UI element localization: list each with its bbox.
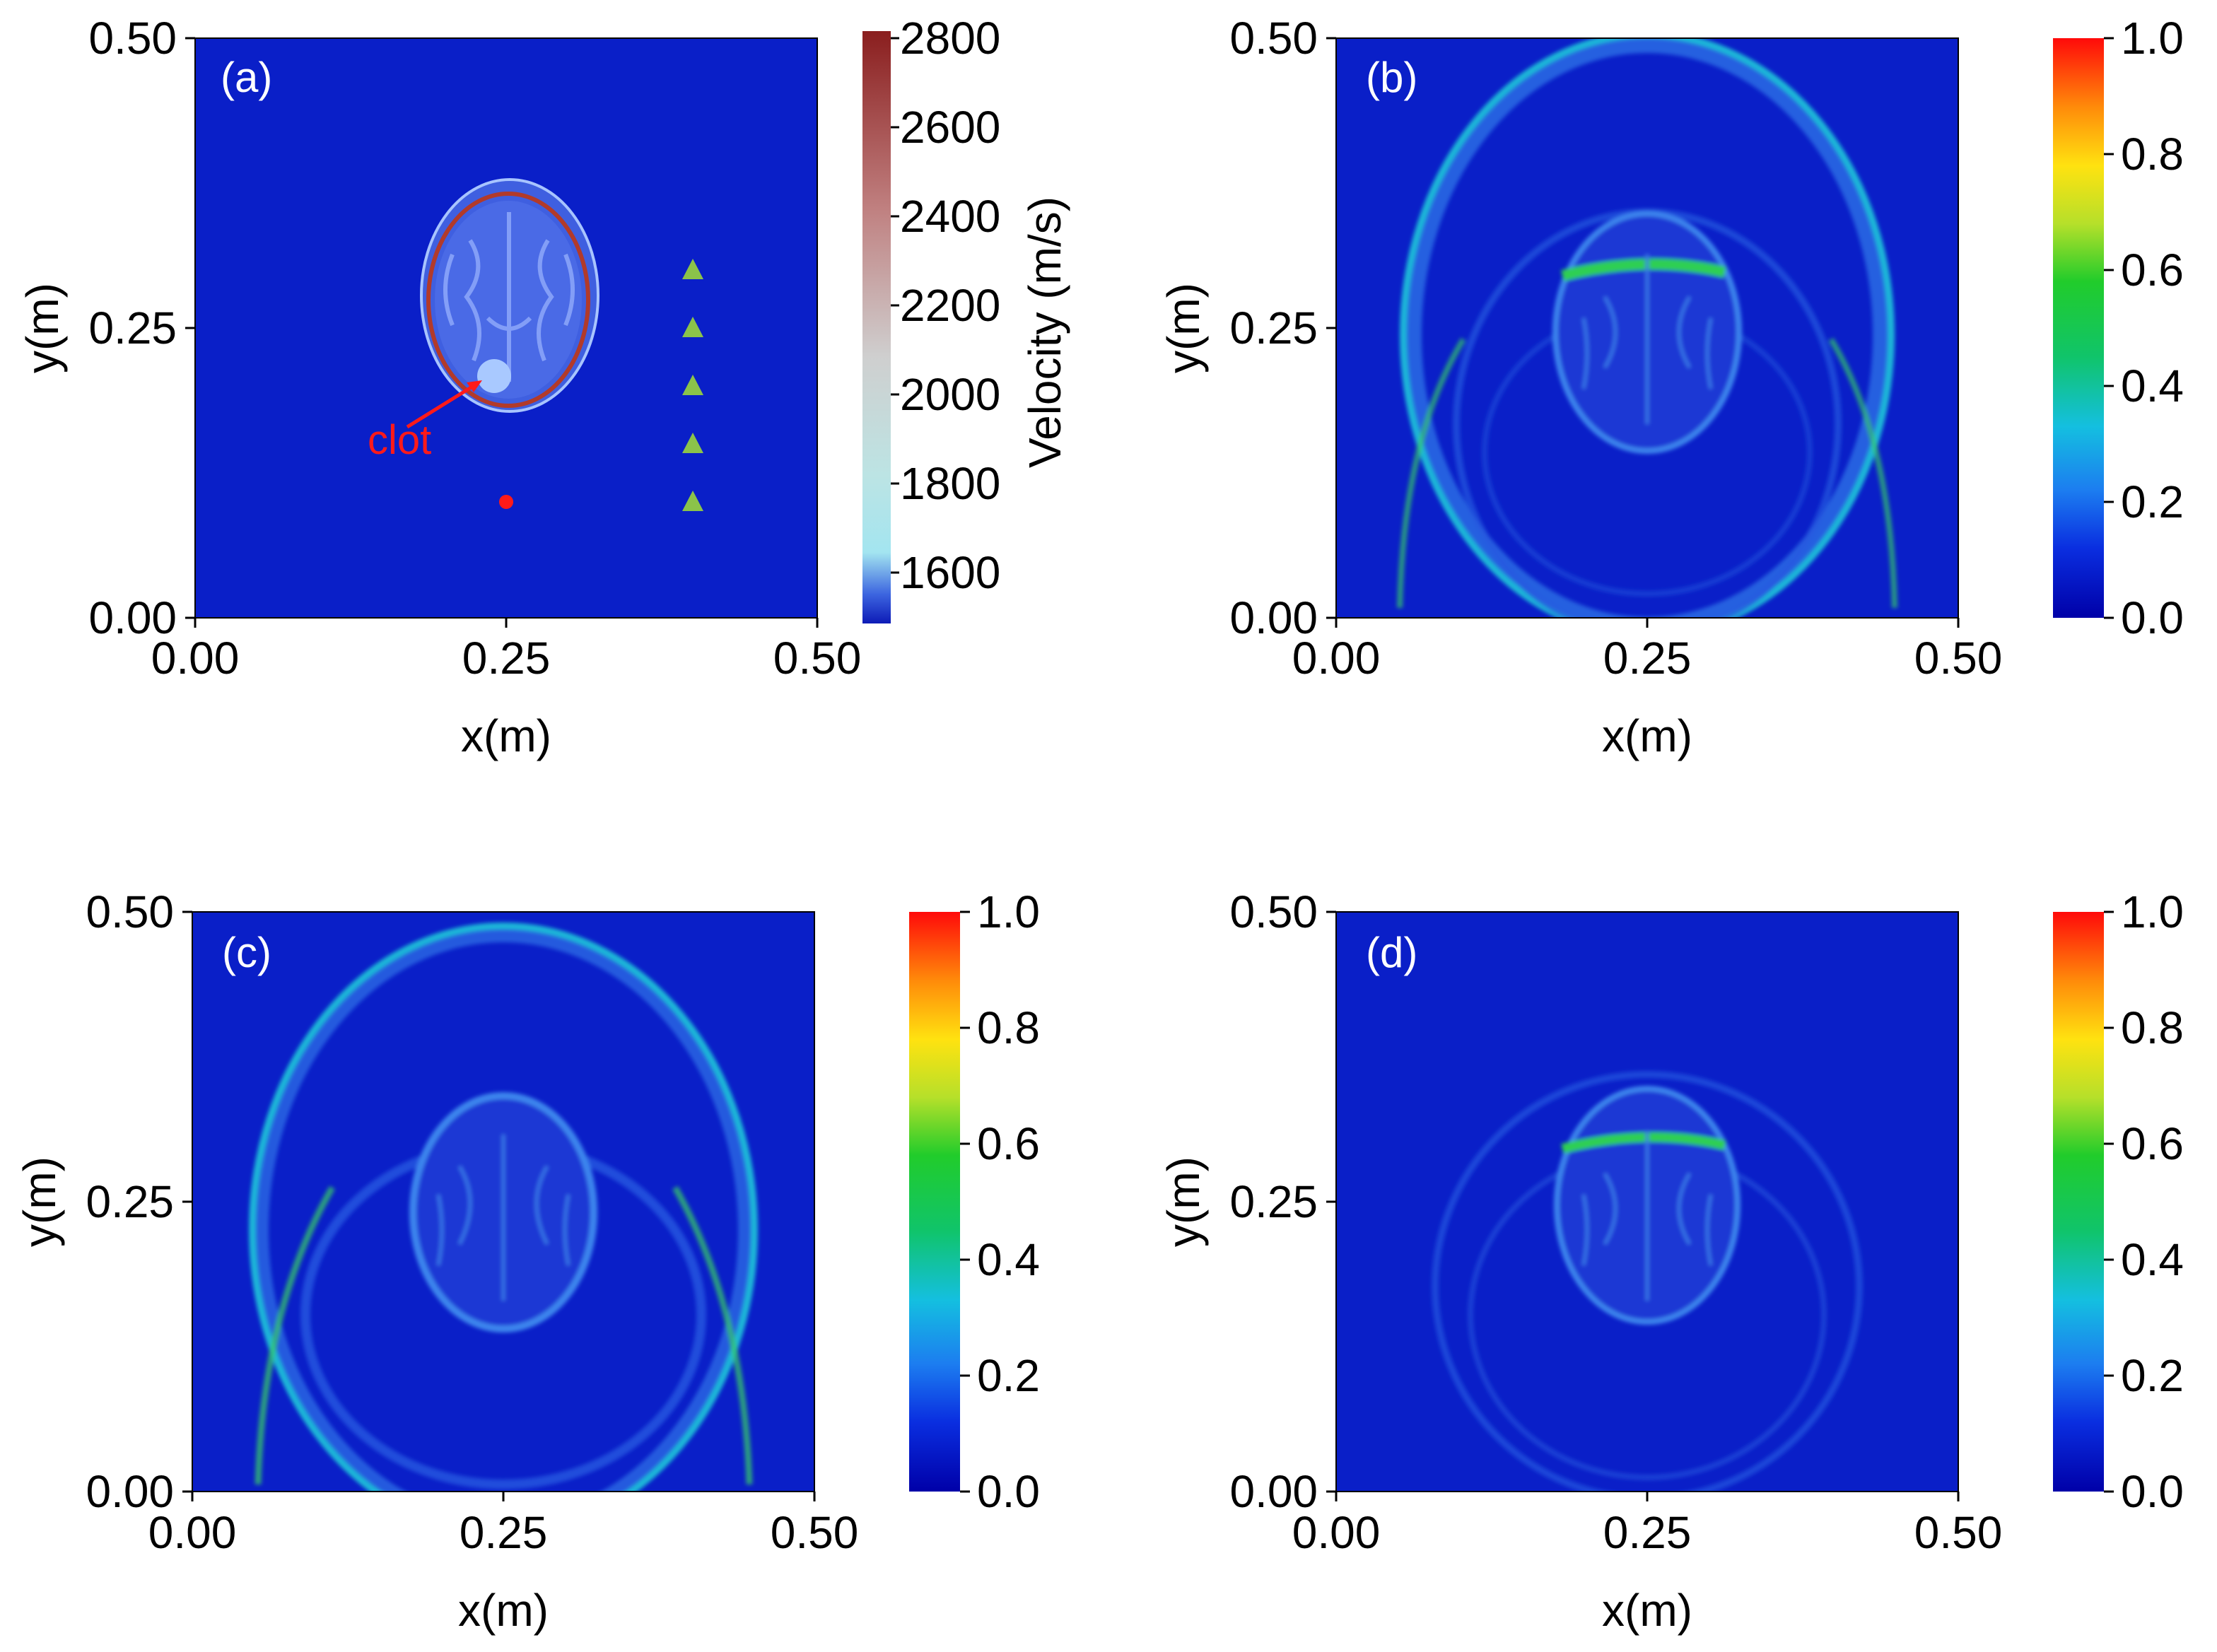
x-tick-c-1: 0.25 xyxy=(460,1507,548,1558)
cbar-tick-b-1: 0.2 xyxy=(2121,476,2184,527)
cbar-tick-a-2: 2000 xyxy=(900,369,1000,420)
x-tick-b-0: 0.00 xyxy=(1292,633,1381,684)
y-tick-b-0: 0.00 xyxy=(1229,592,1318,643)
x-tick-b-1: 0.25 xyxy=(1603,633,1692,684)
cbar-tick-b-0: 0.0 xyxy=(2121,592,2184,643)
y-axis-label-b: y(m) xyxy=(1158,283,1209,373)
wavefield-d xyxy=(1432,1071,1863,1492)
receiver-marker xyxy=(682,491,703,511)
x-tick-c-2: 0.50 xyxy=(771,1507,859,1558)
x-tick-d-0: 0.00 xyxy=(1292,1507,1381,1558)
panel-a: clot (a) 0.00 0.25 0.50 0.00 0.25 0.50 x… xyxy=(17,13,1070,761)
wavefield-b xyxy=(1397,38,1897,618)
panel-b: (b) 0.00 0.25 0.50 0.00 0.25 0.50 x(m) y… xyxy=(1158,13,2184,761)
colorbar-ticks-d xyxy=(2104,910,2114,1493)
cbar-tick-a-1: 1800 xyxy=(900,458,1000,509)
cbar-tick-a-5: 2600 xyxy=(900,102,1000,153)
clot-label-a: clot xyxy=(368,417,431,463)
x-axis-label-b: x(m) xyxy=(1602,710,1692,761)
receiver-marker xyxy=(682,433,703,453)
cbar-tick-b-5: 1.0 xyxy=(2121,13,2184,64)
receiver-marker xyxy=(682,259,703,279)
cbar-tick-c-1: 0.2 xyxy=(977,1350,1040,1401)
cbar-tick-d-5: 1.0 xyxy=(2121,886,2184,937)
ticks-b xyxy=(1326,37,1960,628)
colorbar-ticks-b xyxy=(2104,37,2114,619)
y-tick-c-2: 0.50 xyxy=(86,886,174,937)
cbar-tick-b-2: 0.4 xyxy=(2121,361,2184,411)
clot-arrow-head-a xyxy=(467,380,482,392)
colorbar-d xyxy=(2053,912,2104,1492)
cbar-tick-a-3: 2200 xyxy=(900,280,1000,331)
panel-label-c: (c) xyxy=(222,929,271,976)
x-tick-b-2: 0.50 xyxy=(1914,633,2003,684)
y-tick-b-1: 0.25 xyxy=(1229,303,1318,353)
panel-d: (d) 0.00 0.25 0.50 0.00 0.25 0.50 x(m) y… xyxy=(1158,886,2184,1636)
y-axis-label-a: y(m) xyxy=(17,283,68,373)
cbar-tick-a-6: 2800 xyxy=(900,13,1000,64)
y-tick-c-0: 0.00 xyxy=(86,1466,174,1517)
markers-a xyxy=(499,259,703,511)
cbar-tick-d-2: 0.4 xyxy=(2121,1234,2184,1285)
x-tick-d-1: 0.25 xyxy=(1603,1507,1692,1558)
colorbar-a xyxy=(862,31,891,623)
y-tick-d-0: 0.00 xyxy=(1229,1466,1318,1517)
cbar-tick-d-1: 0.2 xyxy=(2121,1350,2184,1401)
cbar-tick-c-0: 0.0 xyxy=(977,1466,1040,1517)
cbar-tick-b-3: 0.6 xyxy=(2121,245,2184,295)
colorbar-ticks-a xyxy=(891,37,899,574)
cbar-tick-d-4: 0.8 xyxy=(2121,1002,2184,1053)
x-axis-label-a: x(m) xyxy=(461,710,551,761)
ticks-a xyxy=(185,37,819,628)
y-tick-d-2: 0.50 xyxy=(1229,886,1318,937)
y-tick-a-2: 0.50 xyxy=(88,13,177,64)
receiver-marker xyxy=(682,375,703,395)
y-tick-b-2: 0.50 xyxy=(1229,13,1318,64)
skull-rim-a xyxy=(426,192,590,408)
x-tick-c-0: 0.00 xyxy=(148,1507,237,1558)
y-tick-a-0: 0.00 xyxy=(88,592,177,643)
x-tick-d-2: 0.50 xyxy=(1914,1507,2003,1558)
colorbar-ticks-c xyxy=(960,910,970,1493)
panel-label-a: (a) xyxy=(221,54,272,101)
cbar-tick-a-4: 2400 xyxy=(900,191,1000,242)
colorbar-c xyxy=(909,912,960,1492)
ticks-d xyxy=(1326,910,1960,1501)
cbar-tick-c-5: 1.0 xyxy=(977,886,1040,937)
y-tick-c-1: 0.25 xyxy=(86,1176,174,1227)
cbar-tick-d-3: 0.6 xyxy=(2121,1118,2184,1169)
colorbar-label-a: Velocity (m/s) xyxy=(1019,197,1070,468)
panel-c: (c) 0.00 0.25 0.50 0.00 0.25 0.50 x(m) y… xyxy=(14,886,1040,1636)
velocity-model-a: clot xyxy=(368,178,703,511)
x-axis-label-d: x(m) xyxy=(1602,1585,1692,1636)
x-tick-a-2: 0.50 xyxy=(773,633,862,684)
y-tick-d-1: 0.25 xyxy=(1229,1176,1318,1227)
cbar-tick-c-2: 0.4 xyxy=(977,1234,1040,1285)
brain-pattern-a xyxy=(443,212,575,382)
cbar-tick-c-3: 0.6 xyxy=(977,1118,1040,1169)
panel-label-b: (b) xyxy=(1366,54,1417,101)
clot-marker-a xyxy=(477,359,511,393)
cbar-tick-d-0: 0.0 xyxy=(2121,1466,2184,1517)
y-axis-label-d: y(m) xyxy=(1158,1156,1209,1247)
y-tick-a-1: 0.25 xyxy=(88,303,177,353)
x-tick-a-0: 0.00 xyxy=(151,633,240,684)
x-tick-a-1: 0.25 xyxy=(462,633,551,684)
x-axis-label-c: x(m) xyxy=(458,1585,549,1636)
cbar-tick-a-0: 1600 xyxy=(900,547,1000,598)
colorbar-b xyxy=(2053,38,2104,618)
wavefield-c xyxy=(249,922,758,1492)
source-point xyxy=(499,495,513,509)
panel-label-d: (d) xyxy=(1366,929,1417,976)
ticks-c xyxy=(182,910,816,1501)
y-axis-label-c: y(m) xyxy=(14,1156,65,1247)
receiver-marker xyxy=(682,317,703,337)
clot-arrow-line-a xyxy=(406,381,479,429)
cbar-tick-c-4: 0.8 xyxy=(977,1002,1040,1053)
cbar-tick-b-4: 0.8 xyxy=(2121,129,2184,180)
